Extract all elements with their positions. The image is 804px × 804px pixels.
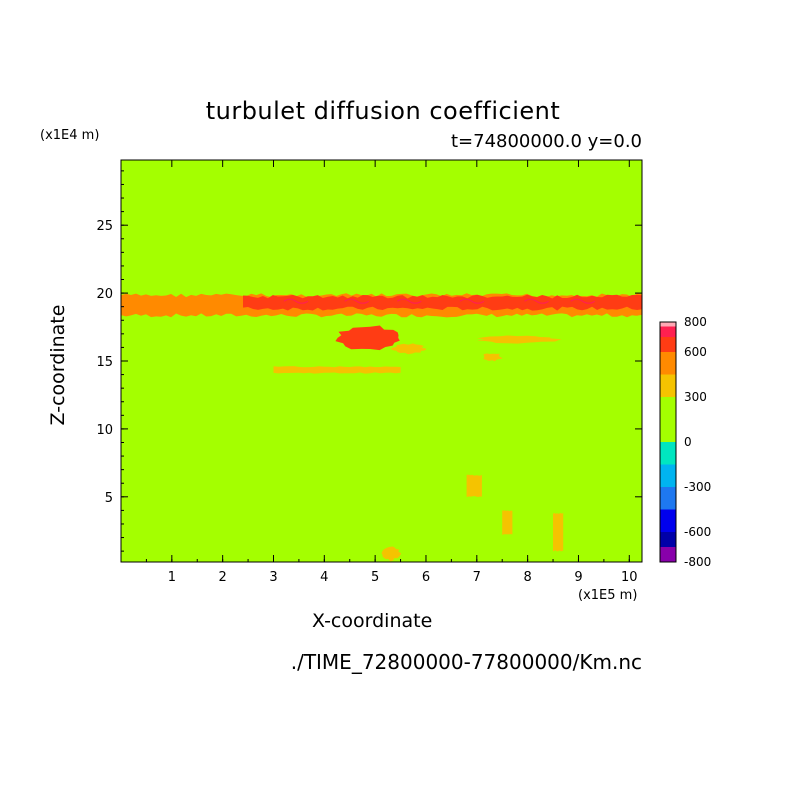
x-tick-label: 4	[320, 570, 328, 585]
y-tick-label: 20	[96, 287, 113, 302]
colorbar-label: 600	[684, 345, 707, 359]
chart-subtitle: t=74800000.0 y=0.0	[450, 131, 642, 152]
colorbar-swatch	[660, 464, 676, 487]
colorbar-swatch	[660, 326, 676, 337]
contour-filament	[570, 298, 596, 304]
contour-filament	[396, 298, 422, 304]
source-file-path: ./TIME_72800000-77800000/Km.nc	[290, 650, 642, 674]
x-tick-label: 1	[168, 570, 176, 585]
colorbar-swatch	[660, 397, 676, 420]
colorbar-swatch	[660, 509, 676, 532]
contour-region-band-2	[243, 294, 642, 311]
colorbar: 800 600 300 0 -300 -600 -800	[659, 315, 711, 569]
y-tick-label: 10	[96, 423, 113, 438]
x-axis-label: X-coordinate	[312, 610, 433, 632]
contour-region-blob-5	[477, 335, 562, 344]
contour-filament	[283, 298, 309, 304]
plot-area	[121, 160, 642, 562]
contour-filament	[524, 298, 549, 304]
axes: 1 2 3 4 5 6 7 8 9 10 5 10 15 20 25	[96, 159, 643, 585]
x-tick-label: 7	[473, 570, 481, 585]
chart-title: turbulet diffusion coefficient	[205, 97, 561, 125]
colorbar-label: 0	[684, 435, 692, 449]
background-level	[121, 160, 642, 562]
colorbar-swatch	[660, 419, 676, 442]
colorbar-swatch	[660, 322, 676, 327]
x-tick-label: 2	[219, 570, 227, 585]
colorbar-label: 300	[684, 390, 707, 404]
colorbar-label: -600	[684, 525, 711, 539]
colorbar-label: 800	[684, 315, 707, 329]
x-tick-label: 3	[269, 570, 277, 585]
y-axis-unit: (x1E4 m)	[40, 128, 100, 143]
contour-region-streak-10	[502, 510, 513, 535]
x-tick-label: 9	[574, 570, 582, 585]
contour-filament	[344, 298, 370, 304]
contour-filament	[459, 298, 485, 304]
colorbar-swatch	[660, 374, 676, 397]
contour-region-streak-11	[553, 512, 564, 552]
y-tick-label: 25	[96, 219, 113, 234]
y-tick-label: 5	[105, 491, 113, 506]
x-tick-label: 8	[523, 570, 531, 585]
colorbar-label: -800	[684, 555, 711, 569]
colorbar-swatch	[660, 337, 676, 352]
colorbar-swatch	[660, 487, 676, 510]
colorbar-swatch	[660, 532, 676, 547]
x-tick-label: 10	[621, 570, 638, 585]
y-tick-label: 15	[96, 355, 113, 370]
contour-region-blob-8	[381, 546, 401, 562]
colorbar-swatch	[660, 442, 676, 465]
contour-region-blob-4	[390, 343, 427, 355]
contour-region-blob-3	[335, 325, 400, 351]
colorbar-frame	[659, 321, 677, 563]
contour-region-streak-9	[466, 474, 482, 497]
contour-region-streak-7	[273, 366, 401, 374]
x-tick-label: 5	[371, 570, 379, 585]
x-axis-unit: (x1E5 m)	[578, 588, 638, 603]
colorbar-label: -300	[684, 480, 711, 494]
contour-region-blob-6	[482, 353, 503, 362]
colorbar-swatch	[660, 352, 676, 375]
x-tick-label: 6	[422, 570, 430, 585]
colorbar-swatch	[660, 547, 676, 562]
